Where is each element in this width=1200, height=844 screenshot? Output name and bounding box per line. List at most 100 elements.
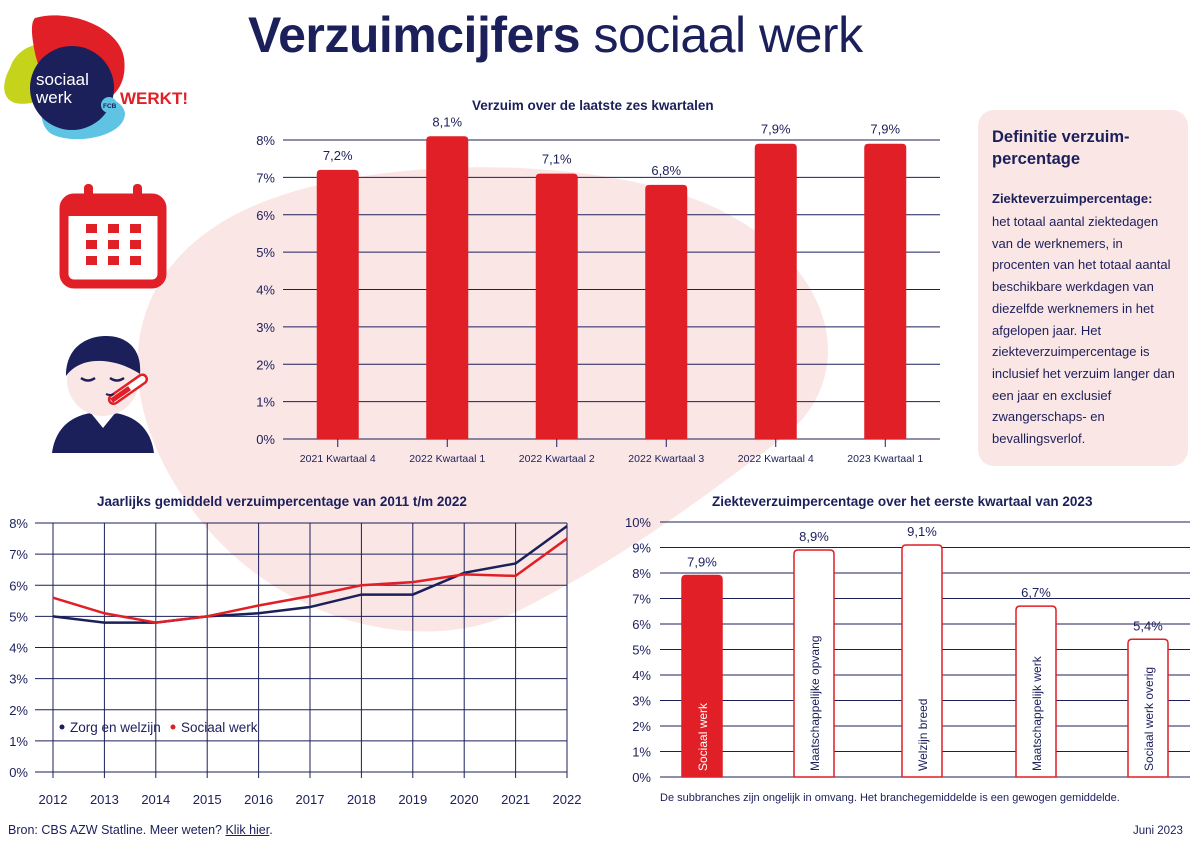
logo-tag: WERKT! bbox=[120, 89, 188, 108]
logo-line2: werk bbox=[35, 88, 72, 107]
chart1-ytick-label: 0% bbox=[256, 432, 275, 447]
chart3-data-label: 8,9% bbox=[799, 529, 829, 544]
chart1-ytick-label: 7% bbox=[256, 170, 275, 185]
chart2-legend-marker bbox=[59, 724, 65, 730]
source-line: Bron: CBS AZW Statline. Meer weten? Klik… bbox=[8, 823, 273, 837]
chart3-bar bbox=[1015, 605, 1057, 778]
chart3-ytick-label: 5% bbox=[632, 643, 651, 658]
chart2-ytick-label: 1% bbox=[9, 734, 28, 749]
logo-badge: FCB bbox=[103, 103, 117, 110]
logo-line1: sociaal bbox=[36, 70, 89, 89]
chart3-category-label: Maatschappelijke opvang bbox=[808, 636, 822, 771]
definition-title: Definitie verzuim-percentage bbox=[992, 128, 1130, 168]
chart1-xtick-label: 2023 Kwartaal 1 bbox=[847, 453, 923, 465]
page-title-bold: Verzuimcijfers bbox=[248, 7, 581, 63]
chart2-title: Jaarlijks gemiddeld verzuimpercentage va… bbox=[97, 494, 467, 509]
chart3-category-label: Maatschappelijk werk bbox=[1030, 655, 1044, 771]
chart3-ytick-label: 10% bbox=[625, 515, 651, 530]
chart3-category-label: Welzijn breed bbox=[916, 699, 930, 771]
chart1-ytick-label: 8% bbox=[256, 133, 275, 148]
chart1-data-label: 7,9% bbox=[761, 122, 791, 137]
source-text: Bron: CBS AZW Statline. Meer weten? bbox=[8, 823, 222, 837]
chart3-bar bbox=[901, 544, 943, 778]
chart2-legend-marker bbox=[170, 724, 176, 730]
chart1-bar bbox=[426, 136, 469, 439]
chart1-ytick-label: 6% bbox=[256, 208, 275, 223]
definition-term: Ziekteverzuimpercentage: bbox=[992, 191, 1153, 206]
chart3-data-label: 6,7% bbox=[1021, 585, 1051, 600]
chart2-legend-label: Zorg en welzijn bbox=[70, 720, 161, 735]
source-link[interactable]: Klik hier bbox=[225, 823, 270, 837]
chart1-ytick-label: 2% bbox=[256, 357, 275, 372]
chart1-bar bbox=[535, 173, 578, 439]
chart2-xtick-label: 2016 bbox=[244, 792, 273, 807]
chart2-ytick-label: 0% bbox=[9, 765, 28, 780]
chart2-series-line bbox=[52, 525, 568, 624]
page-title-light: sociaal werk bbox=[593, 7, 863, 63]
chart3-ytick-label: 9% bbox=[632, 541, 651, 556]
chart1-bar bbox=[864, 143, 907, 440]
chart3-data-label: 9,1% bbox=[907, 524, 937, 539]
chart2-series-line bbox=[52, 537, 568, 624]
chart3-data-label: 7,9% bbox=[687, 555, 717, 570]
chart2-xtick-label: 2020 bbox=[450, 792, 479, 807]
chart2-xtick-label: 2013 bbox=[90, 792, 119, 807]
chart2-xtick-label: 2022 bbox=[553, 792, 582, 807]
chart2-xtick-label: 2019 bbox=[398, 792, 427, 807]
chart2-xtick-label: 2014 bbox=[141, 792, 170, 807]
definition-text: het totaal aantal ziektedagen van de wer… bbox=[992, 214, 1175, 447]
chart2-ytick-label: 8% bbox=[9, 516, 28, 531]
chart2-xtick-label: 2012 bbox=[39, 792, 68, 807]
chart1-data-label: 7,9% bbox=[870, 122, 900, 137]
chart3-ytick-label: 7% bbox=[632, 592, 651, 607]
definition-box bbox=[978, 110, 1188, 466]
chart3-footnote: De subbranches zijn ongelijk in omvang. … bbox=[660, 792, 1120, 804]
chart1-ytick-label: 1% bbox=[256, 395, 275, 410]
page-title: Verzuimcijfers sociaal werk bbox=[248, 6, 863, 64]
chart3-data-label: 5,4% bbox=[1133, 618, 1163, 633]
chart3-ytick-label: 0% bbox=[632, 770, 651, 785]
chart2-xtick-label: 2015 bbox=[193, 792, 222, 807]
publication-date: Juni 2023 bbox=[1133, 825, 1183, 837]
chart1-xtick-label: 2022 Kwartaal 3 bbox=[628, 453, 704, 465]
chart3-category-label: Sociaal werk overig bbox=[1142, 667, 1156, 771]
chart3-ytick-label: 3% bbox=[632, 694, 651, 709]
chart3-bar bbox=[1127, 638, 1169, 778]
chart3-ytick-label: 2% bbox=[632, 719, 651, 734]
chart3-bar bbox=[793, 549, 835, 778]
chart1-bar bbox=[754, 143, 797, 440]
chart1-bar bbox=[316, 169, 359, 439]
chart1-data-label: 8,1% bbox=[432, 114, 462, 129]
chart1-data-label: 7,2% bbox=[323, 148, 353, 163]
chart1-ytick-label: 4% bbox=[256, 283, 275, 298]
chart1-xtick-label: 2022 Kwartaal 4 bbox=[738, 453, 814, 465]
chart2-ytick-label: 4% bbox=[9, 641, 28, 656]
chart1-xtick-label: 2022 Kwartaal 2 bbox=[519, 453, 595, 465]
chart2-xtick-label: 2021 bbox=[501, 792, 530, 807]
chart1-ytick-label: 3% bbox=[256, 320, 275, 335]
chart2-ytick-label: 3% bbox=[9, 672, 28, 687]
logo: sociaal werk FCB WERKT! bbox=[4, 15, 188, 140]
chart3-title: Ziekteverzuimpercentage over het eerste … bbox=[712, 494, 1093, 509]
chart3-ytick-label: 4% bbox=[632, 668, 651, 683]
chart2-ytick-label: 6% bbox=[9, 578, 28, 593]
chart2-ytick-label: 7% bbox=[9, 547, 28, 562]
chart1-data-label: 6,8% bbox=[651, 163, 681, 178]
chart2-ytick-label: 5% bbox=[9, 609, 28, 624]
chart1-xtick-label: 2022 Kwartaal 1 bbox=[409, 453, 485, 465]
chart2-xtick-label: 2017 bbox=[296, 792, 325, 807]
chart2-ytick-label: 2% bbox=[9, 703, 28, 718]
chart3-ytick-label: 8% bbox=[632, 566, 651, 581]
chart1-xtick-label: 2021 Kwartaal 4 bbox=[300, 453, 376, 465]
chart3-ytick-label: 6% bbox=[632, 617, 651, 632]
chart1-data-label: 7,1% bbox=[542, 152, 572, 167]
chart3-bar bbox=[681, 574, 723, 778]
chart3-category-label: Sociaal werk bbox=[696, 702, 710, 771]
source-end: . bbox=[269, 823, 273, 837]
chart1-ytick-label: 5% bbox=[256, 245, 275, 260]
calendar-icon bbox=[59, 184, 167, 289]
chart2-xtick-label: 2018 bbox=[347, 792, 376, 807]
